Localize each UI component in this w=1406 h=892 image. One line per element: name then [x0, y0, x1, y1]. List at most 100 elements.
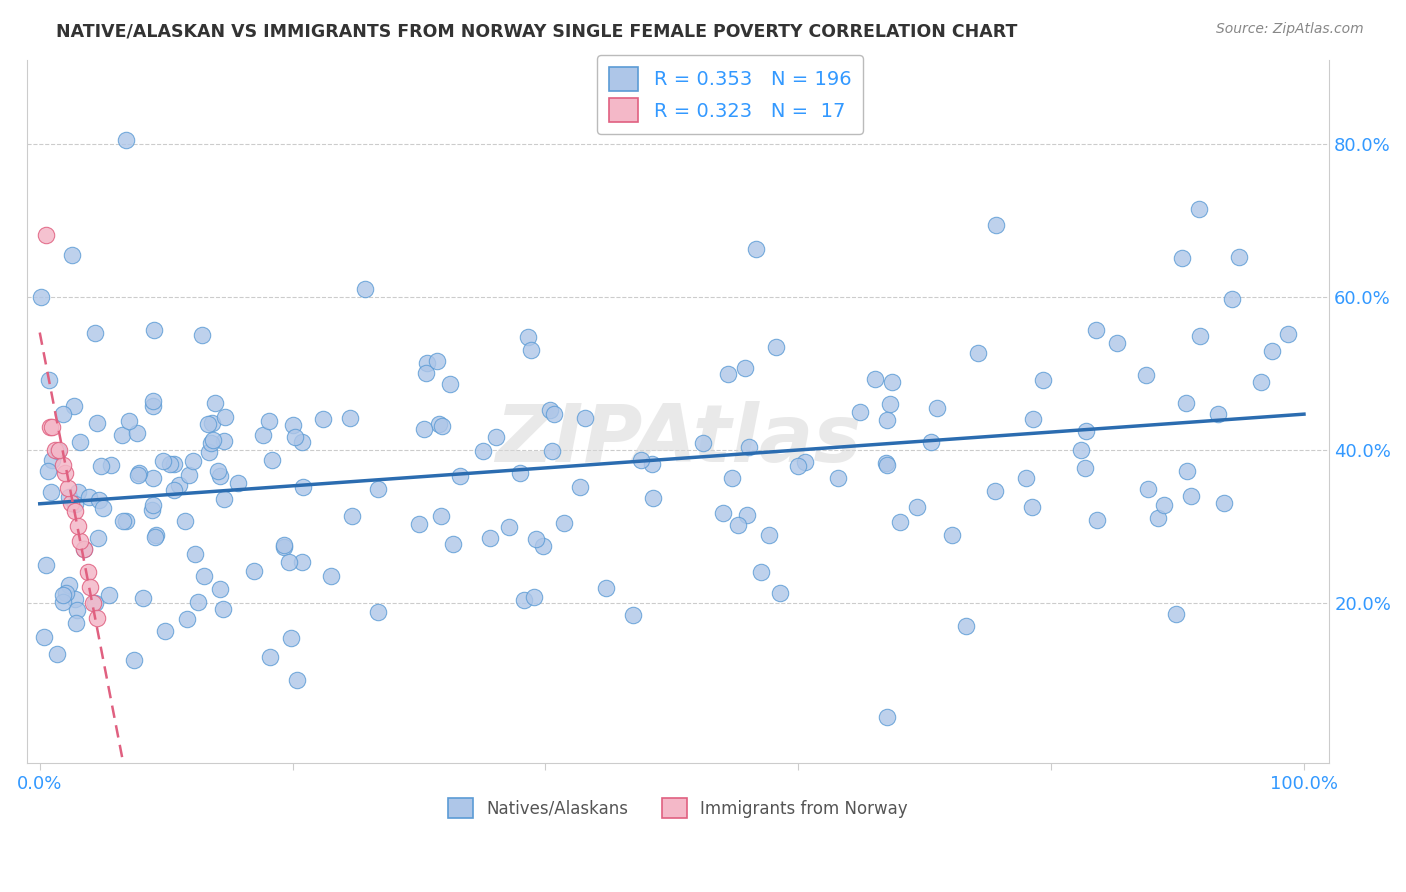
Point	[53, 466, 76, 480]
Point	[212, 434, 235, 449]
Point	[163, 457, 186, 471]
Point	[865, 372, 887, 386]
Point	[283, 417, 305, 432]
Point	[1261, 344, 1284, 359]
Point	[880, 375, 903, 389]
Point	[187, 595, 209, 609]
Point	[876, 710, 898, 724]
Point	[167, 478, 190, 492]
Point	[430, 418, 453, 433]
Point	[273, 538, 295, 552]
Point	[242, 564, 264, 578]
Point	[509, 466, 531, 480]
Point	[905, 500, 928, 514]
Point	[128, 466, 150, 480]
Point	[60, 496, 83, 510]
Point	[769, 585, 792, 599]
Point	[1105, 336, 1128, 351]
Point	[52, 407, 75, 421]
Point	[84, 326, 107, 340]
Point	[630, 452, 652, 467]
Point	[208, 469, 231, 483]
Point	[117, 414, 139, 428]
Legend: Natives/Alaskans, Immigrants from Norway: Natives/Alaskans, Immigrants from Norway	[441, 791, 915, 825]
Point	[127, 425, 149, 440]
Point	[212, 492, 235, 507]
Point	[48, 442, 70, 457]
Point	[439, 376, 461, 391]
Point	[1146, 511, 1168, 525]
Point	[524, 533, 547, 547]
Point	[727, 517, 749, 532]
Point	[983, 484, 1005, 499]
Point	[641, 458, 664, 472]
Point	[737, 508, 759, 522]
Point	[517, 330, 540, 344]
Point	[145, 528, 167, 542]
Point	[280, 632, 302, 646]
Point	[749, 565, 772, 579]
Point	[543, 407, 565, 421]
Point	[142, 399, 165, 413]
Point	[76, 565, 98, 579]
Point	[262, 453, 284, 467]
Point	[184, 547, 207, 561]
Point	[1250, 375, 1272, 389]
Point	[66, 602, 89, 616]
Point	[498, 519, 520, 533]
Point	[758, 528, 780, 542]
Point	[765, 340, 787, 354]
Point	[86, 416, 108, 430]
Point	[87, 492, 110, 507]
Point	[191, 328, 214, 343]
Point	[212, 602, 235, 616]
Point	[1015, 471, 1038, 485]
Point	[257, 414, 280, 428]
Point	[353, 282, 375, 296]
Point	[1085, 323, 1108, 337]
Point	[889, 515, 911, 529]
Point	[177, 468, 200, 483]
Point	[717, 368, 740, 382]
Point	[1074, 461, 1097, 475]
Point	[52, 595, 75, 609]
Point	[1180, 489, 1202, 503]
Point	[142, 323, 165, 337]
Point	[291, 435, 314, 450]
Point	[574, 411, 596, 425]
Point	[1175, 464, 1198, 478]
Point	[181, 454, 204, 468]
Point	[287, 673, 309, 687]
Point	[38, 419, 60, 434]
Point	[367, 482, 389, 496]
Point	[513, 592, 536, 607]
Point	[66, 519, 89, 533]
Point	[876, 413, 898, 427]
Point	[77, 490, 100, 504]
Point	[193, 569, 215, 583]
Text: NATIVE/ALASKAN VS IMMIGRANTS FROM NORWAY SINGLE FEMALE POVERTY CORRELATION CHART: NATIVE/ALASKAN VS IMMIGRANTS FROM NORWAY…	[56, 22, 1018, 40]
Point	[63, 399, 86, 413]
Point	[228, 475, 250, 490]
Point	[176, 612, 198, 626]
Point	[37, 464, 59, 478]
Point	[1213, 496, 1236, 510]
Point	[86, 611, 108, 625]
Point	[111, 427, 134, 442]
Point	[142, 498, 165, 512]
Point	[207, 464, 229, 478]
Point	[876, 458, 898, 472]
Point	[155, 624, 177, 639]
Point	[259, 650, 281, 665]
Point	[201, 433, 224, 447]
Point	[200, 435, 222, 450]
Point	[1022, 412, 1045, 426]
Point	[1074, 424, 1097, 438]
Point	[31, 290, 53, 304]
Point	[1220, 293, 1243, 307]
Point	[311, 412, 333, 426]
Point	[82, 595, 104, 609]
Point	[291, 480, 314, 494]
Point	[920, 434, 942, 449]
Point	[58, 490, 80, 504]
